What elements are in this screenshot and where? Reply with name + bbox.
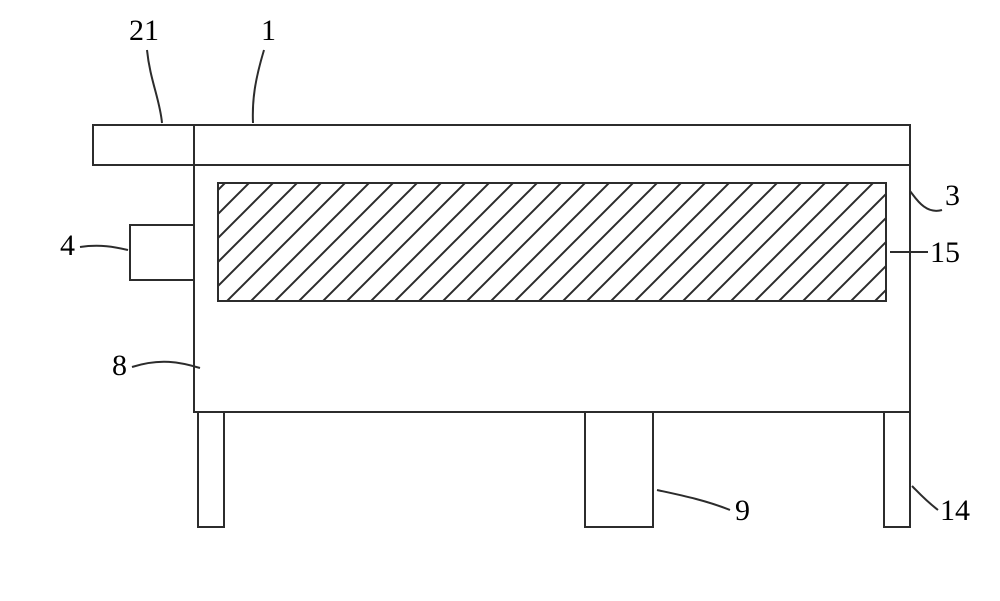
label-21: 21 [129, 14, 159, 47]
leader-1 [253, 50, 264, 123]
leader-9 [657, 490, 730, 510]
label-1: 1 [261, 14, 276, 47]
label-8: 8 [112, 349, 127, 382]
engineering-diagram: 1 3 4 8 9 14 15 21 [0, 0, 1000, 601]
label-14: 14 [940, 494, 970, 527]
outlet-bottom [585, 412, 653, 527]
leader-14 [912, 486, 938, 510]
top-bar [194, 125, 910, 165]
hatched-panel [218, 183, 886, 301]
leader-3 [910, 191, 942, 211]
leader-21 [147, 50, 162, 123]
label-9: 9 [735, 494, 750, 527]
leader-4 [80, 246, 128, 250]
leg-left [198, 412, 224, 527]
label-3: 3 [945, 179, 960, 212]
label-4: 4 [60, 229, 75, 262]
leg-right [884, 412, 910, 527]
leader-8 [132, 362, 200, 368]
label-15: 15 [930, 236, 960, 269]
side-port-left [130, 225, 194, 280]
inlet-top-left [93, 125, 194, 165]
